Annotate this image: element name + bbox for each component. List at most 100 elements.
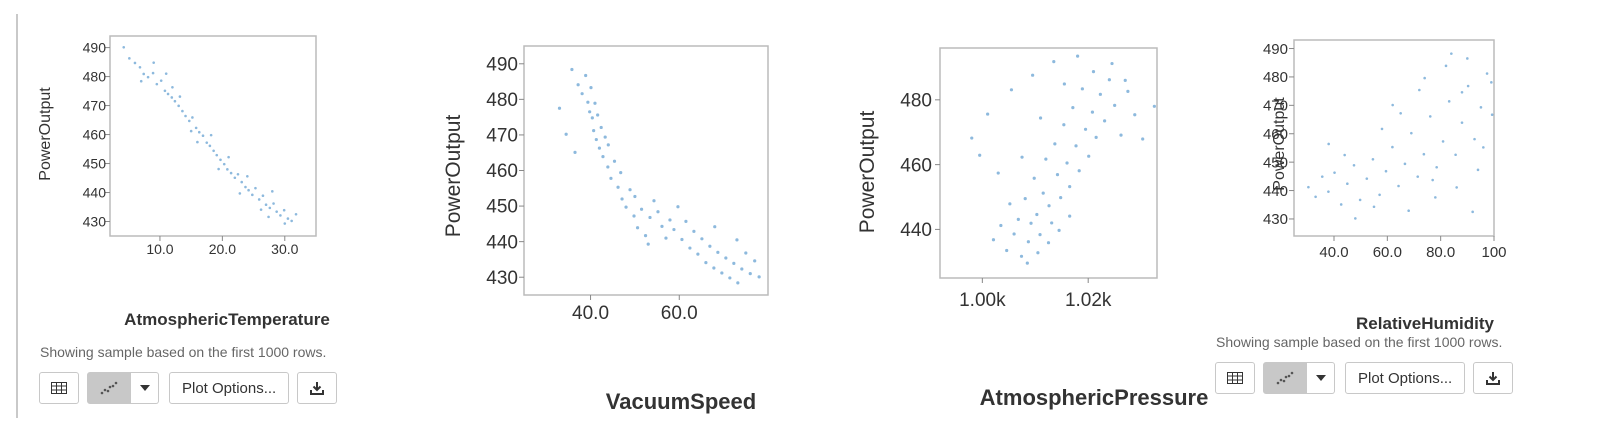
data-point (740, 267, 744, 271)
data-point (151, 71, 155, 75)
data-point (283, 222, 287, 225)
data-point (122, 46, 126, 49)
data-point (1490, 113, 1494, 117)
data-point (1098, 92, 1102, 96)
y-tick-label: 430 (83, 213, 107, 229)
data-point (1447, 100, 1451, 103)
data-point (599, 125, 603, 130)
data-point (592, 129, 596, 133)
download-button[interactable] (297, 372, 338, 404)
plot-options-button[interactable]: Plot Options... (1345, 362, 1466, 394)
data-point (212, 149, 215, 153)
data-point (603, 135, 607, 139)
data-point (1059, 196, 1063, 200)
data-point (748, 272, 752, 276)
data-point (1352, 163, 1356, 167)
data-point (166, 92, 170, 96)
plot-frame (939, 47, 1158, 279)
data-point (247, 188, 250, 192)
y-tick-label: 470 (1263, 98, 1288, 115)
data-point (1057, 228, 1061, 232)
data-point (226, 168, 229, 171)
data-point (1485, 72, 1489, 75)
data-point (1397, 184, 1400, 188)
data-point (708, 244, 712, 248)
data-point (1077, 169, 1081, 173)
data-point (1044, 157, 1048, 161)
data-point (1113, 103, 1117, 107)
plot-type-dropdown[interactable] (1307, 362, 1335, 394)
data-point (728, 276, 732, 280)
data-point (612, 159, 617, 163)
data-point (201, 134, 205, 138)
data-point (1031, 73, 1035, 77)
data-point (128, 57, 131, 60)
data-point (1434, 196, 1437, 199)
data-point (606, 165, 610, 169)
data-point (1327, 190, 1330, 193)
data-point (1380, 127, 1384, 131)
data-point (1090, 110, 1095, 114)
data-point (1036, 251, 1040, 255)
y-tick-label: 480 (900, 90, 932, 111)
data-point (163, 89, 167, 93)
y-tick-label: 480 (83, 68, 107, 84)
data-point (1068, 214, 1072, 218)
data-point (672, 227, 676, 232)
x-tick-label: 60.0 (661, 303, 698, 324)
data-point (1041, 191, 1045, 195)
data-point (1450, 52, 1453, 55)
data-point (624, 205, 628, 209)
left-divider (16, 14, 18, 418)
data-point (272, 202, 275, 205)
chart-3: PowerOutput AtmosphericPressure 440 460 48… (856, 47, 1208, 410)
scatter-plot-button[interactable] (1263, 362, 1307, 394)
data-point (1110, 61, 1114, 66)
data-point (616, 185, 620, 189)
data-point (744, 251, 748, 255)
data-point (736, 281, 740, 285)
data-point (696, 252, 700, 256)
data-point (597, 146, 602, 150)
y-tick-label: 470 (486, 126, 518, 147)
data-point (1055, 173, 1060, 177)
data-point (735, 238, 739, 242)
data-point (159, 79, 163, 82)
y-tick-label: 450 (83, 155, 107, 171)
data-point (1005, 248, 1009, 253)
plot-frame (523, 45, 769, 296)
data-point (620, 197, 624, 201)
download-icon (310, 382, 325, 395)
data-point (1133, 113, 1137, 117)
y-tick-label: 440 (486, 232, 518, 253)
data-point (664, 236, 668, 240)
download-button[interactable] (1473, 362, 1514, 394)
data-point (601, 155, 605, 159)
plot-type-dropdown[interactable] (131, 372, 159, 404)
data-point (1473, 137, 1476, 141)
sample-note: Showing sample based on the first 1000 r… (40, 344, 327, 360)
data-point (1418, 88, 1421, 92)
data-point (236, 172, 240, 176)
data-point (244, 185, 247, 189)
y-tick-label: 460 (900, 155, 932, 176)
x-tick-label: 1.02k (1065, 290, 1112, 311)
chart-toolbar: Plot Options... (39, 370, 345, 406)
table-view-button[interactable] (39, 372, 79, 404)
data-point (978, 153, 982, 157)
data-point (991, 238, 996, 242)
table-view-button[interactable] (1215, 362, 1255, 394)
x-tick-label: 100 (1481, 244, 1506, 261)
scatter-plot-button[interactable] (87, 372, 131, 404)
plot-options-button[interactable]: Plot Options... (169, 372, 290, 404)
data-point (184, 114, 187, 118)
data-point (194, 126, 198, 130)
data-point (222, 162, 226, 166)
data-point (209, 133, 213, 137)
data-point (219, 158, 222, 162)
y-tick-label: 440 (1263, 183, 1288, 200)
data-point (1391, 145, 1394, 149)
data-point (294, 212, 298, 216)
data-point (594, 137, 598, 142)
data-point (181, 109, 184, 113)
